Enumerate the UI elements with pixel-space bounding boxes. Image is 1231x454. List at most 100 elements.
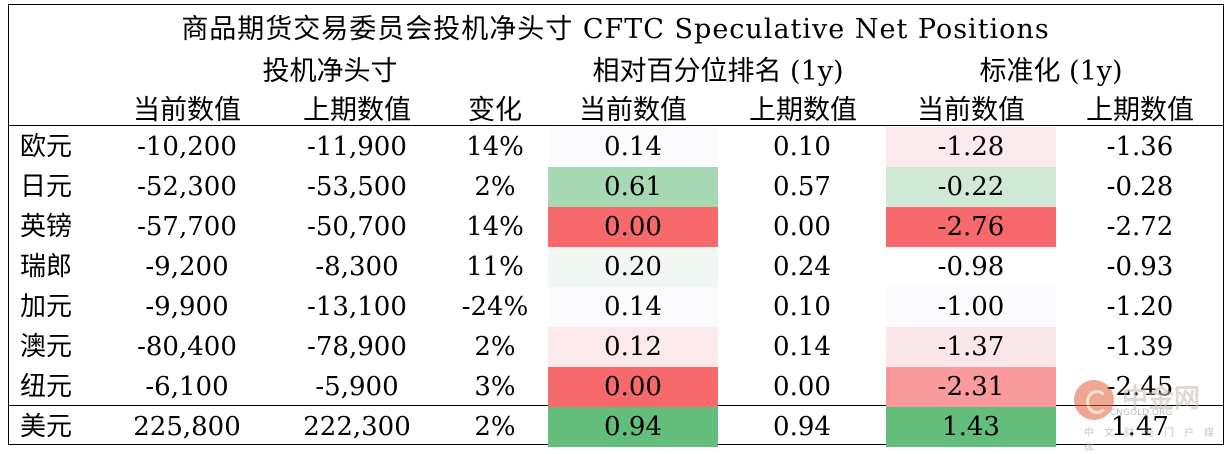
std-previous-value: -1.20 bbox=[1106, 292, 1174, 322]
pct-current-fill bbox=[548, 367, 718, 407]
currency-name: 加元 bbox=[20, 292, 73, 322]
col-net-current: 当前数值 bbox=[133, 95, 241, 126]
pct-previous-value: 0.00 bbox=[773, 372, 831, 402]
change-value: 11% bbox=[466, 252, 524, 282]
currency-name: 澳元 bbox=[20, 332, 73, 362]
pct-previous-value: 0.94 bbox=[773, 412, 831, 442]
std-previous-value: -0.28 bbox=[1106, 172, 1174, 202]
watermark-url: CNGOLD.ORG bbox=[1110, 408, 1173, 418]
std-previous-value: -2.72 bbox=[1106, 212, 1174, 242]
std-current-fill bbox=[886, 207, 1056, 247]
col-net-previous: 上期数值 bbox=[303, 95, 411, 126]
change-value: 2% bbox=[474, 412, 516, 442]
std-current-value: -2.76 bbox=[937, 212, 1005, 242]
table-row: 欧元 -10,200 -11,900 14% 0.14 0.10 -1.28 -1.36 bbox=[0, 127, 1231, 167]
net-current-value: -52,300 bbox=[137, 172, 237, 202]
change-value: 3% bbox=[474, 372, 516, 402]
std-current-fill bbox=[886, 407, 1056, 447]
group-percentile: 相对百分位排名 (1y) bbox=[592, 56, 844, 87]
std-current-value: -1.37 bbox=[937, 332, 1005, 362]
pct-previous-value: 0.10 bbox=[773, 132, 831, 162]
currency-name: 纽元 bbox=[20, 372, 73, 402]
pct-previous-value: 0.14 bbox=[773, 332, 831, 362]
table-row: 美元 225,800 222,300 2% 0.94 0.94 1.43 1.47 bbox=[0, 407, 1231, 447]
std-current-value: -0.98 bbox=[937, 252, 1005, 282]
net-current-value: -9,200 bbox=[145, 252, 229, 282]
pct-current-fill bbox=[548, 247, 718, 287]
col-change: 变化 bbox=[468, 95, 522, 126]
pct-current-value: 0.00 bbox=[604, 212, 662, 242]
currency-name: 美元 bbox=[20, 412, 73, 442]
std-current-fill bbox=[886, 247, 1056, 287]
watermark-logo-icon bbox=[1074, 380, 1114, 420]
table-row: 澳元 -80,400 -78,900 2% 0.12 0.14 -1.37 -1.39 bbox=[0, 327, 1231, 367]
std-current-fill bbox=[886, 127, 1056, 167]
group-standardized: 标准化 (1y) bbox=[979, 56, 1123, 87]
net-current-value: -6,100 bbox=[145, 372, 229, 402]
net-previous-value: -13,100 bbox=[307, 292, 407, 322]
pct-current-value: 0.20 bbox=[604, 252, 662, 282]
change-value: 2% bbox=[474, 332, 516, 362]
pct-current-fill bbox=[548, 407, 718, 447]
net-previous-value: 222,300 bbox=[303, 412, 411, 442]
std-previous-value: -1.39 bbox=[1106, 332, 1174, 362]
change-value: 2% bbox=[474, 172, 516, 202]
watermark-subtitle: 中文财经门户媒体 bbox=[1084, 428, 1224, 454]
col-std-previous: 上期数值 bbox=[1086, 95, 1194, 126]
watermark: 中金网 CNGOLD.ORG 中文财经门户媒体 bbox=[1070, 378, 1230, 454]
pct-previous-value: 0.57 bbox=[773, 172, 831, 202]
net-current-value: -80,400 bbox=[137, 332, 237, 362]
net-current-value: -9,900 bbox=[145, 292, 229, 322]
header-divider bbox=[8, 125, 1224, 126]
net-previous-value: -11,900 bbox=[307, 132, 407, 162]
pct-previous-value: 0.24 bbox=[773, 252, 831, 282]
net-current-value: -10,200 bbox=[137, 132, 237, 162]
currency-name: 英镑 bbox=[20, 212, 73, 242]
std-current-fill bbox=[886, 367, 1056, 407]
pct-current-fill bbox=[548, 127, 718, 167]
net-previous-value: -78,900 bbox=[307, 332, 407, 362]
pct-current-value: 0.14 bbox=[604, 132, 662, 162]
std-current-value: 1.43 bbox=[942, 412, 1000, 442]
net-previous-value: -5,900 bbox=[315, 372, 399, 402]
table-title: 商品期货交易委员会投机净头寸 CFTC Speculative Net Posi… bbox=[181, 14, 1050, 45]
currency-name: 欧元 bbox=[20, 132, 73, 162]
pct-current-value: 0.12 bbox=[604, 332, 662, 362]
pct-previous-value: 0.00 bbox=[773, 212, 831, 242]
net-previous-value: -53,500 bbox=[307, 172, 407, 202]
currency-name: 日元 bbox=[20, 172, 73, 202]
std-previous-value: -0.93 bbox=[1106, 252, 1174, 282]
group-net-positions: 投机净头寸 bbox=[262, 56, 398, 87]
table-row: 瑞郎 -9,200 -8,300 11% 0.20 0.24 -0.98 -0.93 bbox=[0, 247, 1231, 287]
col-pct-current: 当前数值 bbox=[579, 95, 687, 126]
std-current-fill bbox=[886, 287, 1056, 327]
table-row: 英镑 -57,700 -50,700 14% 0.00 0.00 -2.76 -2.72 bbox=[0, 207, 1231, 247]
table-row: 加元 -9,900 -13,100 -24% 0.14 0.10 -1.00 -1.20 bbox=[0, 287, 1231, 327]
net-previous-value: -50,700 bbox=[307, 212, 407, 242]
change-value: -24% bbox=[461, 292, 529, 322]
change-value: 14% bbox=[466, 132, 524, 162]
std-previous-value: -1.36 bbox=[1106, 132, 1174, 162]
table-row: 日元 -52,300 -53,500 2% 0.61 0.57 -0.22 -0.28 bbox=[0, 167, 1231, 207]
std-previous-value: -2.45 bbox=[1106, 372, 1174, 402]
net-current-value: -57,700 bbox=[137, 212, 237, 242]
pct-current-value: 0.61 bbox=[604, 172, 662, 202]
std-current-value: -1.00 bbox=[937, 292, 1005, 322]
pct-current-fill bbox=[548, 287, 718, 327]
net-previous-value: -8,300 bbox=[315, 252, 399, 282]
currency-name: 瑞郎 bbox=[20, 252, 73, 282]
std-current-value: -2.31 bbox=[937, 372, 1005, 402]
std-previous-value: 1.47 bbox=[1111, 412, 1169, 442]
net-current-value: 225,800 bbox=[133, 412, 241, 442]
pct-previous-value: 0.10 bbox=[773, 292, 831, 322]
pct-current-value: 0.14 bbox=[604, 292, 662, 322]
col-pct-previous: 上期数值 bbox=[749, 95, 857, 126]
table-row: 纽元 -6,100 -5,900 3% 0.00 0.00 -2.31 -2.45 bbox=[0, 367, 1231, 407]
std-current-value: -0.22 bbox=[937, 172, 1005, 202]
pct-current-fill bbox=[548, 327, 718, 367]
pct-current-value: 0.94 bbox=[604, 412, 662, 442]
change-value: 14% bbox=[466, 212, 524, 242]
pct-current-fill bbox=[548, 207, 718, 247]
watermark-name: 中金网 bbox=[1122, 384, 1201, 414]
pct-current-fill bbox=[548, 167, 718, 207]
